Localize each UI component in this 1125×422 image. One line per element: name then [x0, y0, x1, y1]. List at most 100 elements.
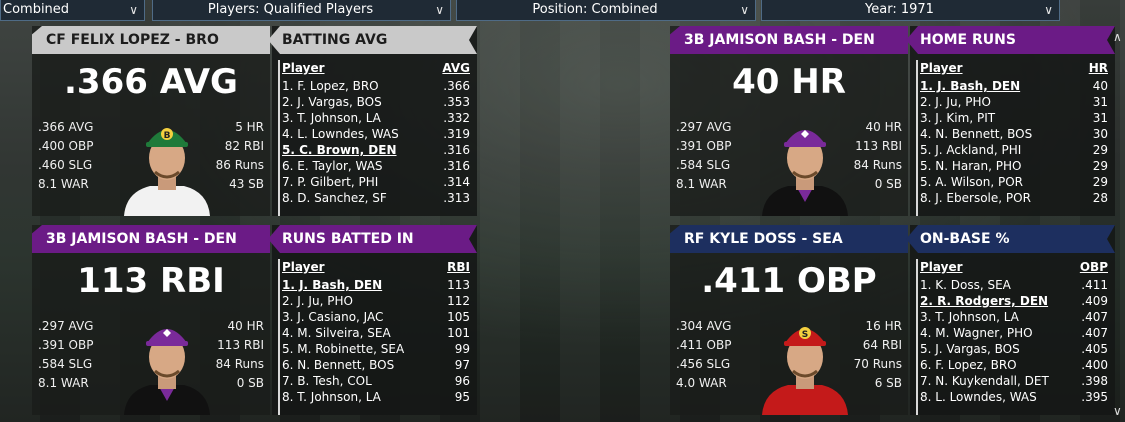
leader-row-value: .398	[1081, 374, 1108, 388]
leader-row-value: .353	[443, 95, 470, 109]
leader-row-player: 6. E. Taylor, WAS	[282, 159, 383, 173]
player-stat: 5 HR	[235, 120, 264, 134]
leader-row-player: 5. N. Haran, PHO	[920, 159, 1022, 173]
leader-row[interactable]: 3. T. Johnson, LA .332	[282, 110, 470, 126]
leaders-header[interactable]: HOME RUNS	[906, 26, 1115, 54]
leader-row-value: .405	[1081, 342, 1108, 356]
leader-row[interactable]: 5. N. Haran, PHO 29	[920, 158, 1108, 174]
filter-dropdown-combined[interactable]: Combined ∨	[0, 0, 145, 21]
leader-card-batting-avg: CF FELIX LOPEZ - BRO .366 AVG .366 AVG .4…	[32, 26, 497, 216]
leader-row-value: 95	[454, 390, 470, 404]
column-header-player: Player	[920, 260, 963, 274]
leader-row[interactable]: 4. L. Lowndes, WAS .319	[282, 126, 470, 142]
leader-row[interactable]: 5. J. Vargas, BOS .405	[920, 341, 1108, 357]
player-panel[interactable]: 3B JAMISON BASH - DEN 113 RBI .297 AVG .3…	[32, 225, 270, 415]
player-stat: 86 Runs	[215, 158, 264, 172]
player-header[interactable]: CF FELIX LOPEZ - BRO	[32, 26, 270, 54]
leader-row[interactable]: 8. D. Sanchez, SF .313	[282, 190, 470, 206]
leaders-panel[interactable]: ON-BASE % Player OBP 1. K. Doss, SEA .41…	[910, 225, 1115, 415]
leader-row-value: .314	[443, 175, 470, 189]
leader-row[interactable]: 3. J. Casiano, JAC 105	[282, 309, 470, 325]
leader-row-value: .332	[443, 111, 470, 125]
stats-right: 40 HR 113 RBI 84 Runs 0 SB	[854, 118, 902, 194]
leaders-header[interactable]: BATTING AVG	[268, 26, 477, 54]
leader-row-value: .313	[443, 191, 470, 205]
chevron-down-icon: ∨	[435, 3, 444, 17]
leaders-header[interactable]: RUNS BATTED IN	[268, 225, 477, 253]
leader-row[interactable]: 5. J. Ackland, PHI 29	[920, 142, 1108, 158]
leader-row-value: .409	[1081, 294, 1108, 308]
leader-row[interactable]: 7. P. Gilbert, PHI .314	[282, 174, 470, 190]
leader-row[interactable]: 6. N. Bennett, BOS 97	[282, 357, 470, 373]
leader-row-player: 1. K. Doss, SEA	[920, 278, 1011, 292]
leader-row-player: 5. M. Robinette, SEA	[282, 342, 405, 356]
leader-row-value: 96	[454, 374, 470, 388]
leader-row[interactable]: 3. J. Kim, PIT 31	[920, 110, 1108, 126]
leader-row[interactable]: 2. R. Rodgers, DEN .409	[920, 293, 1108, 309]
leader-row-value: 101	[447, 326, 470, 340]
leader-row[interactable]: 4. M. Wagner, PHO .407	[920, 325, 1108, 341]
leader-row[interactable]: 2. J. Ju, PHO 31	[920, 94, 1108, 110]
leader-row[interactable]: 5. C. Brown, DEN .316	[282, 142, 470, 158]
player-stat: 8.1 WAR	[676, 177, 727, 191]
leaders-panel[interactable]: RUNS BATTED IN Player RBI 1. J. Bash, DE…	[272, 225, 477, 415]
player-portrait: S	[762, 327, 848, 415]
leader-row-value: 99	[454, 342, 470, 356]
leader-row[interactable]: 4. N. Bennett, BOS 30	[920, 126, 1108, 142]
player-stat: .584 SLG	[38, 357, 93, 371]
leaders-header[interactable]: ON-BASE %	[906, 225, 1115, 253]
player-stat: .391 OBP	[38, 338, 94, 352]
player-stat: 82 RBI	[224, 139, 264, 153]
leader-row[interactable]: 1. J. Bash, DEN 113	[282, 277, 470, 293]
leaders-panel[interactable]: BATTING AVG Player AVG 1. F. Lopez, BRO …	[272, 26, 477, 216]
leader-row[interactable]: 6. E. Taylor, WAS .316	[282, 158, 470, 174]
leader-row[interactable]: 7. B. Tesh, COL 96	[282, 373, 470, 389]
leader-row-player: 6. F. Lopez, BRO	[920, 358, 1017, 372]
leader-row[interactable]: 1. F. Lopez, BRO .366	[282, 78, 470, 94]
stats-left: .297 AVG .391 OBP .584 SLG 8.1 WAR	[676, 118, 731, 194]
leader-row[interactable]: 4. M. Silveira, SEA 101	[282, 325, 470, 341]
leader-row-player: 7. B. Tesh, COL	[282, 374, 372, 388]
player-stat: 4.0 WAR	[676, 376, 727, 390]
scrollbar[interactable]: ∧ ∨	[1111, 22, 1125, 422]
filter-dropdown-players[interactable]: Players: Qualified Players ∨	[152, 0, 451, 21]
leader-row[interactable]: 3. T. Johnson, LA .407	[920, 309, 1108, 325]
filter-dropdown-position[interactable]: Position: Combined ∨	[456, 0, 756, 21]
leader-row[interactable]: 2. J. Ju, PHO 112	[282, 293, 470, 309]
leader-row-value: 29	[1092, 143, 1108, 157]
chevron-down-icon[interactable]: ∨	[1113, 404, 1122, 418]
leader-row[interactable]: 5. A. Wilson, POR 29	[920, 174, 1108, 190]
leader-row-value: .316	[443, 159, 470, 173]
leader-row[interactable]: 5. M. Robinette, SEA 99	[282, 341, 470, 357]
leader-row[interactable]: 8. J. Ebersole, POR 28	[920, 190, 1108, 206]
leader-row[interactable]: 6. F. Lopez, BRO .400	[920, 357, 1108, 373]
column-header-stat: HR	[1088, 61, 1108, 75]
svg-text:B: B	[164, 131, 171, 141]
dropdown-label: Combined	[3, 2, 70, 17]
dropdown-label: Position: Combined	[532, 2, 658, 17]
player-stat: 0 SB	[236, 376, 264, 390]
leader-row-player: 4. N. Bennett, BOS	[920, 127, 1033, 141]
chevron-up-icon[interactable]: ∧	[1113, 30, 1122, 44]
filter-dropdown-year[interactable]: Year: 1971 ∨	[761, 0, 1060, 21]
player-header[interactable]: 3B JAMISON BASH - DEN	[32, 225, 270, 253]
player-stat: 84 Runs	[853, 158, 902, 172]
leader-row-player: 4. L. Lowndes, WAS	[282, 127, 399, 141]
leader-row[interactable]: 1. J. Bash, DEN 40	[920, 78, 1108, 94]
stats-right: 16 HR 64 RBI 70 Runs 6 SB	[854, 317, 902, 393]
player-stat: .400 OBP	[38, 139, 94, 153]
leader-row[interactable]: 8. L. Lowndes, WAS .395	[920, 389, 1108, 405]
player-stat: 16 HR	[865, 319, 902, 333]
leader-row[interactable]: 1. K. Doss, SEA .411	[920, 277, 1108, 293]
player-panel[interactable]: CF FELIX LOPEZ - BRO .366 AVG .366 AVG .4…	[32, 26, 270, 216]
column-header-stat: RBI	[447, 260, 470, 274]
leaders-panel[interactable]: HOME RUNS Player HR 1. J. Bash, DEN 40 2…	[910, 26, 1115, 216]
leader-row[interactable]: 7. N. Kuykendall, DET .398	[920, 373, 1108, 389]
leader-row-value: .319	[443, 127, 470, 141]
player-header[interactable]: RF KYLE DOSS - SEA	[670, 225, 908, 253]
player-panel[interactable]: RF KYLE DOSS - SEA .411 OBP .304 AVG .411…	[670, 225, 908, 415]
player-header[interactable]: 3B JAMISON BASH - DEN	[670, 26, 908, 54]
leader-row[interactable]: 2. J. Vargas, BOS .353	[282, 94, 470, 110]
leader-row[interactable]: 8. T. Johnson, LA 95	[282, 389, 470, 405]
player-panel[interactable]: 3B JAMISON BASH - DEN 40 HR .297 AVG .391…	[670, 26, 908, 216]
